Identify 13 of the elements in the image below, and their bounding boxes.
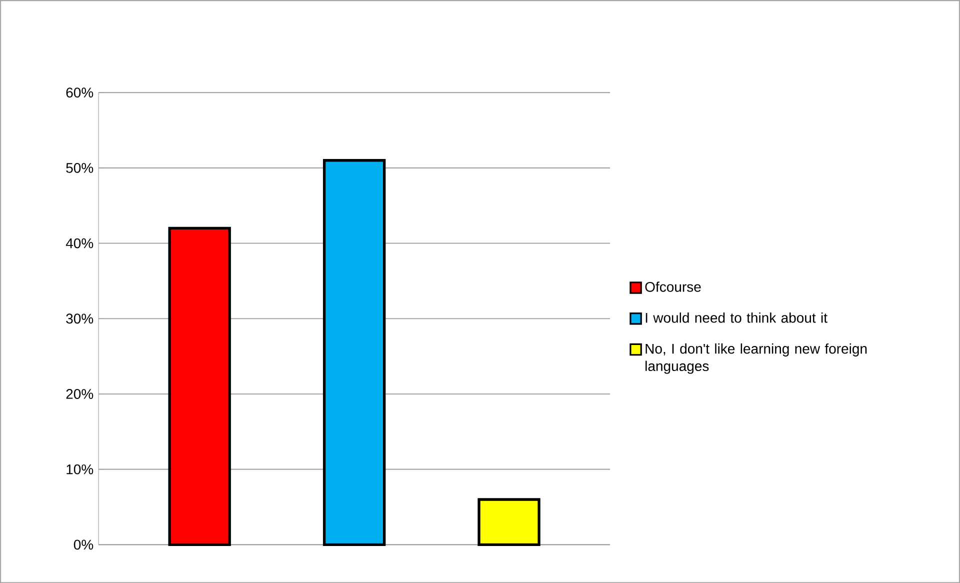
y-tick-label: 20% [66, 388, 94, 399]
y-tick-label: 30% [66, 314, 94, 324]
y-tick-label: 50% [66, 162, 94, 173]
y-tick-label: 40% [66, 238, 94, 248]
y-tick-label: 60% [66, 88, 94, 98]
y-tick-label: 10% [66, 464, 94, 474]
bar [478, 498, 540, 546]
y-tick-label: 0% [74, 540, 94, 550]
legend-label: I would need to think about it [646, 312, 828, 323]
bar [322, 158, 386, 546]
bar [168, 226, 231, 546]
legend-label: Ofcourse [645, 281, 701, 292]
legend-label: No, I don't like learning new foreign languages [646, 343, 867, 374]
